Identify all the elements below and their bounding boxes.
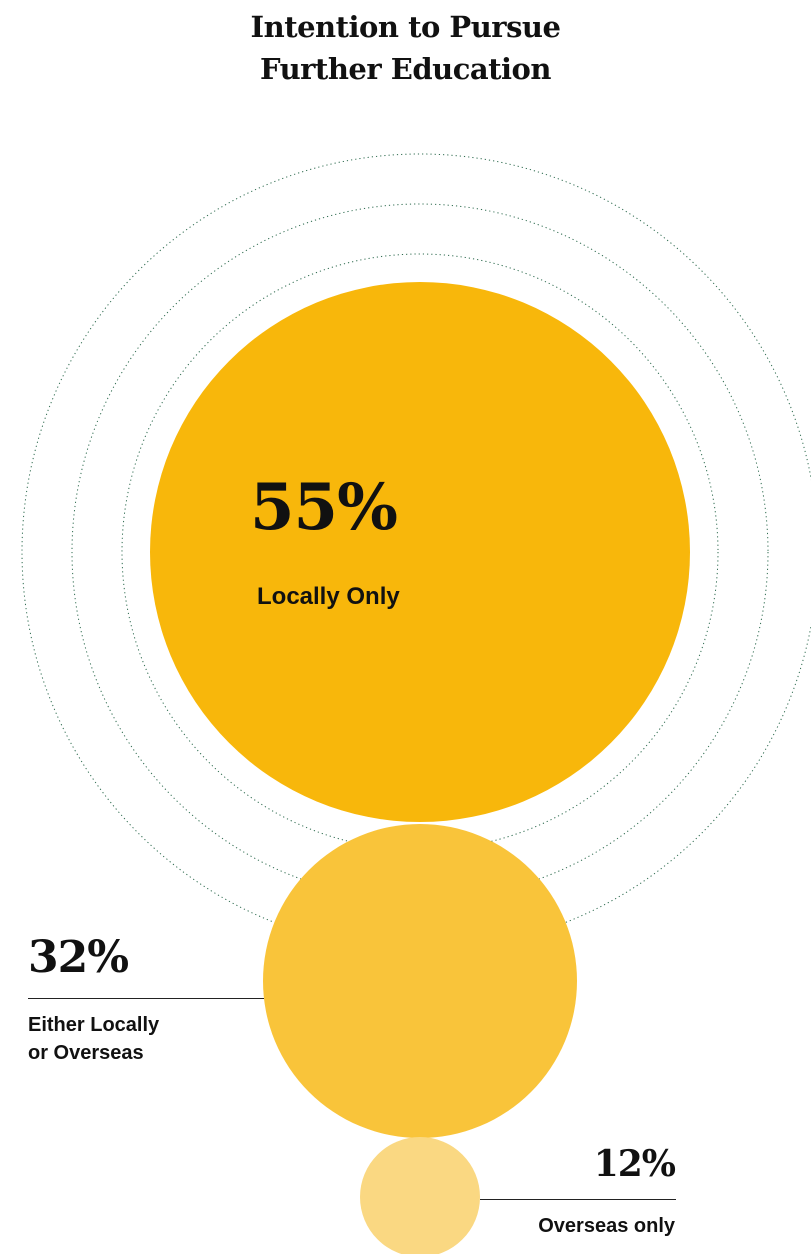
chart-title: Intention to Pursue Further Education [0, 6, 811, 90]
chart-title-line-2: Further Education [259, 52, 552, 86]
bubble-locally-only [150, 282, 690, 822]
bubble-either [263, 824, 577, 1138]
bubble-overseas-only [360, 1137, 480, 1254]
overseas-value: 12% [593, 1143, 676, 1185]
bubbles [150, 282, 690, 1254]
chart-title-line-1: Intention to Pursue [250, 10, 561, 44]
either-label-line-2: or Overseas [28, 1042, 144, 1064]
overseas-label: Overseas only [538, 1215, 675, 1237]
decorative-ring-1 [121, 253, 719, 851]
either-label: Either Locally or Overseas [28, 1011, 159, 1067]
either-value: 32% [28, 932, 129, 983]
either-leader-line [28, 998, 264, 999]
locally-only-value: 55% [250, 470, 398, 545]
either-label-line-1: Either Locally [28, 1014, 160, 1036]
locally-only-label: Locally Only [257, 583, 400, 610]
overseas-leader-line [480, 1199, 676, 1200]
